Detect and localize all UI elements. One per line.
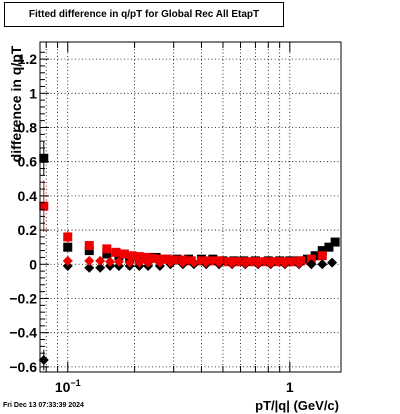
y-tick-label: −0.6 [9,359,37,375]
data-point-diamond [327,257,338,268]
data-point-diamond [134,257,145,268]
data-point-square [134,252,144,262]
x-tick-label-base: 1 [286,379,294,395]
data-point-diamond [265,258,276,269]
axes: −0.6 −0.4 −0.2 0 0.2 0.4 0.6 0.8 1 1.2 10−1 1 [9,42,294,395]
data-point-square [317,246,327,256]
y-tick-label: 1 [29,85,37,101]
data-point-diamond [253,258,264,269]
data-point-square [317,251,327,261]
data-point-diamond [154,257,165,268]
y-tick-label: 0.6 [18,154,38,170]
data-point-square [119,249,129,259]
data-point-square [102,249,112,259]
data-point-diamond [105,256,116,267]
y-tick-label: 0 [29,256,37,272]
x-tick-label: 1 [286,379,294,395]
data-point-diamond [214,257,225,268]
data-point-diamond [62,260,73,271]
y-tick-label: 0.4 [18,188,38,204]
data-point-diamond [124,257,135,268]
data-point-square [206,256,216,266]
y-tick-label: 1.2 [18,51,38,67]
data-point-diamond [84,262,95,273]
x-axis-label: pT/|q| (GeV/c) [255,398,339,413]
data-point-diamond [317,259,328,270]
data-point-square [306,254,316,264]
timestamp: Fri Dec 13 07:33:39 2024 [3,402,84,409]
data-point-diamond [188,257,199,268]
data-point-square [84,246,94,256]
data-point-diamond [143,257,154,268]
data-point-square [111,247,121,257]
data-point-diamond [201,257,212,268]
chart-title: Fitted difference in q/pT for Global Rec… [4,2,284,27]
data-point-diamond [113,256,124,267]
data-point-square [102,244,112,254]
data-point-square [232,257,242,267]
plot-frame [39,41,342,373]
series-3 [62,255,305,269]
data-point-square [63,242,73,252]
y-tick-label: 0.2 [18,222,38,238]
data-point-diamond [95,262,106,273]
x-tick-label: 10−1 [55,378,81,395]
data-point-square [269,257,279,267]
y-tick-label: 0.8 [18,119,38,135]
data-point-diamond [240,258,251,269]
data-point-diamond [95,255,106,266]
data-point-square [169,255,179,265]
data-point-diamond [227,258,238,269]
data-point-square [324,242,334,252]
data-point-square [141,252,151,262]
data-point-square [127,251,137,261]
data-point-diamond [294,258,305,269]
data-series [38,141,340,371]
data-point-square [224,257,234,267]
data-point-diamond [279,258,290,269]
chart-title-text: Fitted difference in q/pT for Global Rec… [28,9,260,20]
data-point-square [39,153,49,163]
data-point-square [39,201,49,211]
y-tick-label: −0.4 [9,325,37,341]
data-point-square [287,257,297,267]
data-point-diamond [165,257,176,268]
x-tick-label-exponent: −1 [70,378,80,388]
data-point-square [147,253,157,263]
data-point-diamond [84,255,95,266]
y-axis-label: difference in q/pT [8,45,24,162]
data-point-square [162,254,172,264]
data-point-square [84,240,94,250]
data-point-diamond [306,259,317,270]
data-point-square [330,237,340,247]
data-point-square [260,257,270,267]
x-tick-label-base: 10 [55,379,71,395]
data-point-diamond [177,257,188,268]
data-point-square [196,256,206,266]
data-point-square [63,232,73,242]
y-tick-label: −0.2 [9,290,37,306]
data-point-diamond [62,255,73,266]
